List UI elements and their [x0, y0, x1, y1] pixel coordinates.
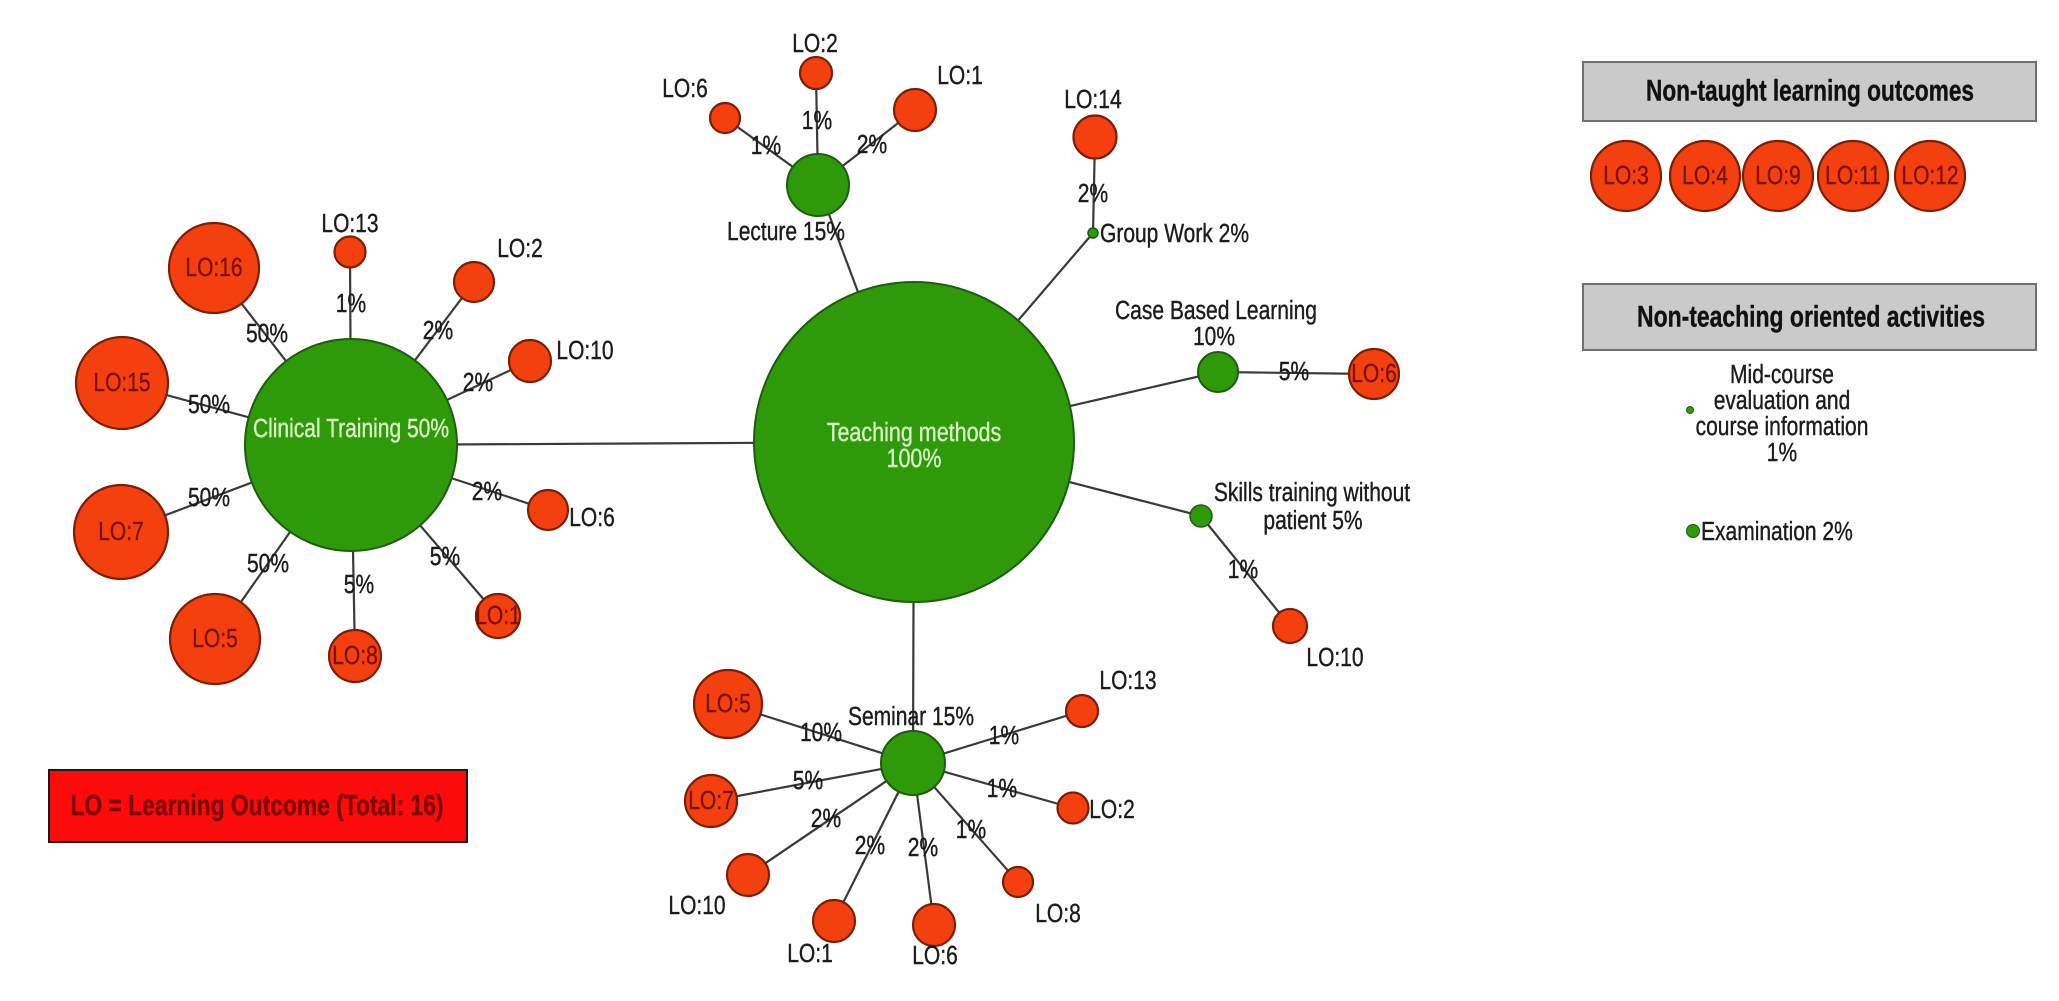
svg-text:Non-teaching oriented activiti: Non-teaching oriented activities [1637, 301, 1985, 334]
svg-text:Group Work 2%: Group Work 2% [1100, 220, 1249, 248]
svg-text:LO:10: LO:10 [556, 337, 613, 365]
svg-text:5%: 5% [430, 543, 460, 571]
svg-text:LO:6: LO:6 [912, 942, 958, 970]
svg-text:LO:2: LO:2 [792, 30, 838, 58]
svg-text:LO:6: LO:6 [569, 504, 615, 532]
svg-text:Skills training without: Skills training without [1214, 479, 1410, 507]
svg-text:LO:8: LO:8 [1035, 900, 1081, 928]
svg-text:1%: 1% [987, 775, 1017, 803]
svg-text:LO:10: LO:10 [668, 892, 725, 920]
svg-text:LO:14: LO:14 [1064, 86, 1122, 114]
svg-text:LO:6: LO:6 [1351, 360, 1397, 388]
svg-text:Clinical Training 50%: Clinical Training 50% [253, 415, 449, 443]
svg-text:2%: 2% [857, 131, 887, 159]
svg-text:1%: 1% [802, 107, 832, 135]
svg-text:2%: 2% [811, 805, 841, 833]
svg-text:10%: 10% [1193, 323, 1235, 351]
svg-text:50%: 50% [246, 320, 288, 348]
svg-text:Mid-course: Mid-course [1730, 361, 1834, 389]
svg-text:LO:9: LO:9 [1755, 162, 1801, 190]
svg-text:2%: 2% [423, 317, 453, 345]
svg-text:1%: 1% [1767, 439, 1797, 467]
svg-text:LO:16: LO:16 [185, 254, 242, 282]
svg-text:1%: 1% [989, 722, 1019, 750]
svg-text:LO:6: LO:6 [662, 75, 708, 103]
svg-text:LO:1: LO:1 [475, 602, 521, 630]
svg-text:5%: 5% [344, 571, 374, 599]
svg-text:50%: 50% [247, 550, 289, 578]
svg-text:LO:13: LO:13 [1099, 667, 1156, 695]
svg-text:patient 5%: patient 5% [1263, 507, 1362, 535]
svg-text:LO:5: LO:5 [705, 690, 751, 718]
svg-text:LO:2: LO:2 [497, 235, 543, 263]
svg-text:1%: 1% [1228, 556, 1258, 584]
svg-text:LO:5: LO:5 [192, 625, 238, 653]
svg-text:Case Based Learning: Case Based Learning [1115, 297, 1317, 325]
svg-text:LO:1: LO:1 [937, 62, 983, 90]
svg-text:Examination 2%: Examination 2% [1701, 518, 1853, 546]
svg-text:50%: 50% [188, 484, 230, 512]
svg-text:1%: 1% [956, 816, 986, 844]
svg-text:5%: 5% [1279, 358, 1309, 386]
svg-text:LO:8: LO:8 [332, 642, 378, 670]
svg-text:10%: 10% [800, 719, 842, 747]
svg-text:LO:12: LO:12 [1901, 162, 1958, 190]
svg-text:2%: 2% [908, 834, 938, 862]
svg-text:course information: course information [1696, 413, 1869, 441]
svg-text:LO:2: LO:2 [1089, 796, 1135, 824]
svg-text:2%: 2% [472, 478, 502, 506]
svg-text:2%: 2% [855, 832, 885, 860]
svg-text:50%: 50% [188, 391, 230, 419]
svg-text:LO:1: LO:1 [787, 940, 833, 968]
svg-text:Seminar 15%: Seminar 15% [848, 703, 974, 731]
svg-text:1%: 1% [336, 290, 366, 318]
svg-text:1%: 1% [751, 132, 781, 160]
svg-text:Teaching methods: Teaching methods [827, 417, 1002, 447]
svg-text:LO:7: LO:7 [98, 518, 144, 546]
svg-text:LO = Learning Outcome (Total:: LO = Learning Outcome (Total: 16) [71, 790, 444, 822]
svg-text:LO:4: LO:4 [1682, 162, 1728, 190]
svg-text:LO:3: LO:3 [1603, 162, 1649, 190]
svg-text:LO:7: LO:7 [688, 787, 734, 815]
svg-text:Lecture 15%: Lecture 15% [727, 218, 845, 246]
svg-text:evaluation and: evaluation and [1714, 387, 1851, 415]
svg-text:LO:10: LO:10 [1306, 644, 1363, 672]
svg-text:2%: 2% [463, 369, 493, 397]
svg-text:100%: 100% [887, 443, 942, 473]
svg-text:5%: 5% [793, 767, 823, 795]
svg-text:Non-taught learning outcomes: Non-taught learning outcomes [1646, 75, 1974, 108]
svg-text:LO:11: LO:11 [1825, 162, 1881, 190]
svg-text:LO:15: LO:15 [93, 369, 150, 397]
svg-text:2%: 2% [1078, 180, 1108, 208]
svg-text:LO:13: LO:13 [321, 210, 378, 238]
